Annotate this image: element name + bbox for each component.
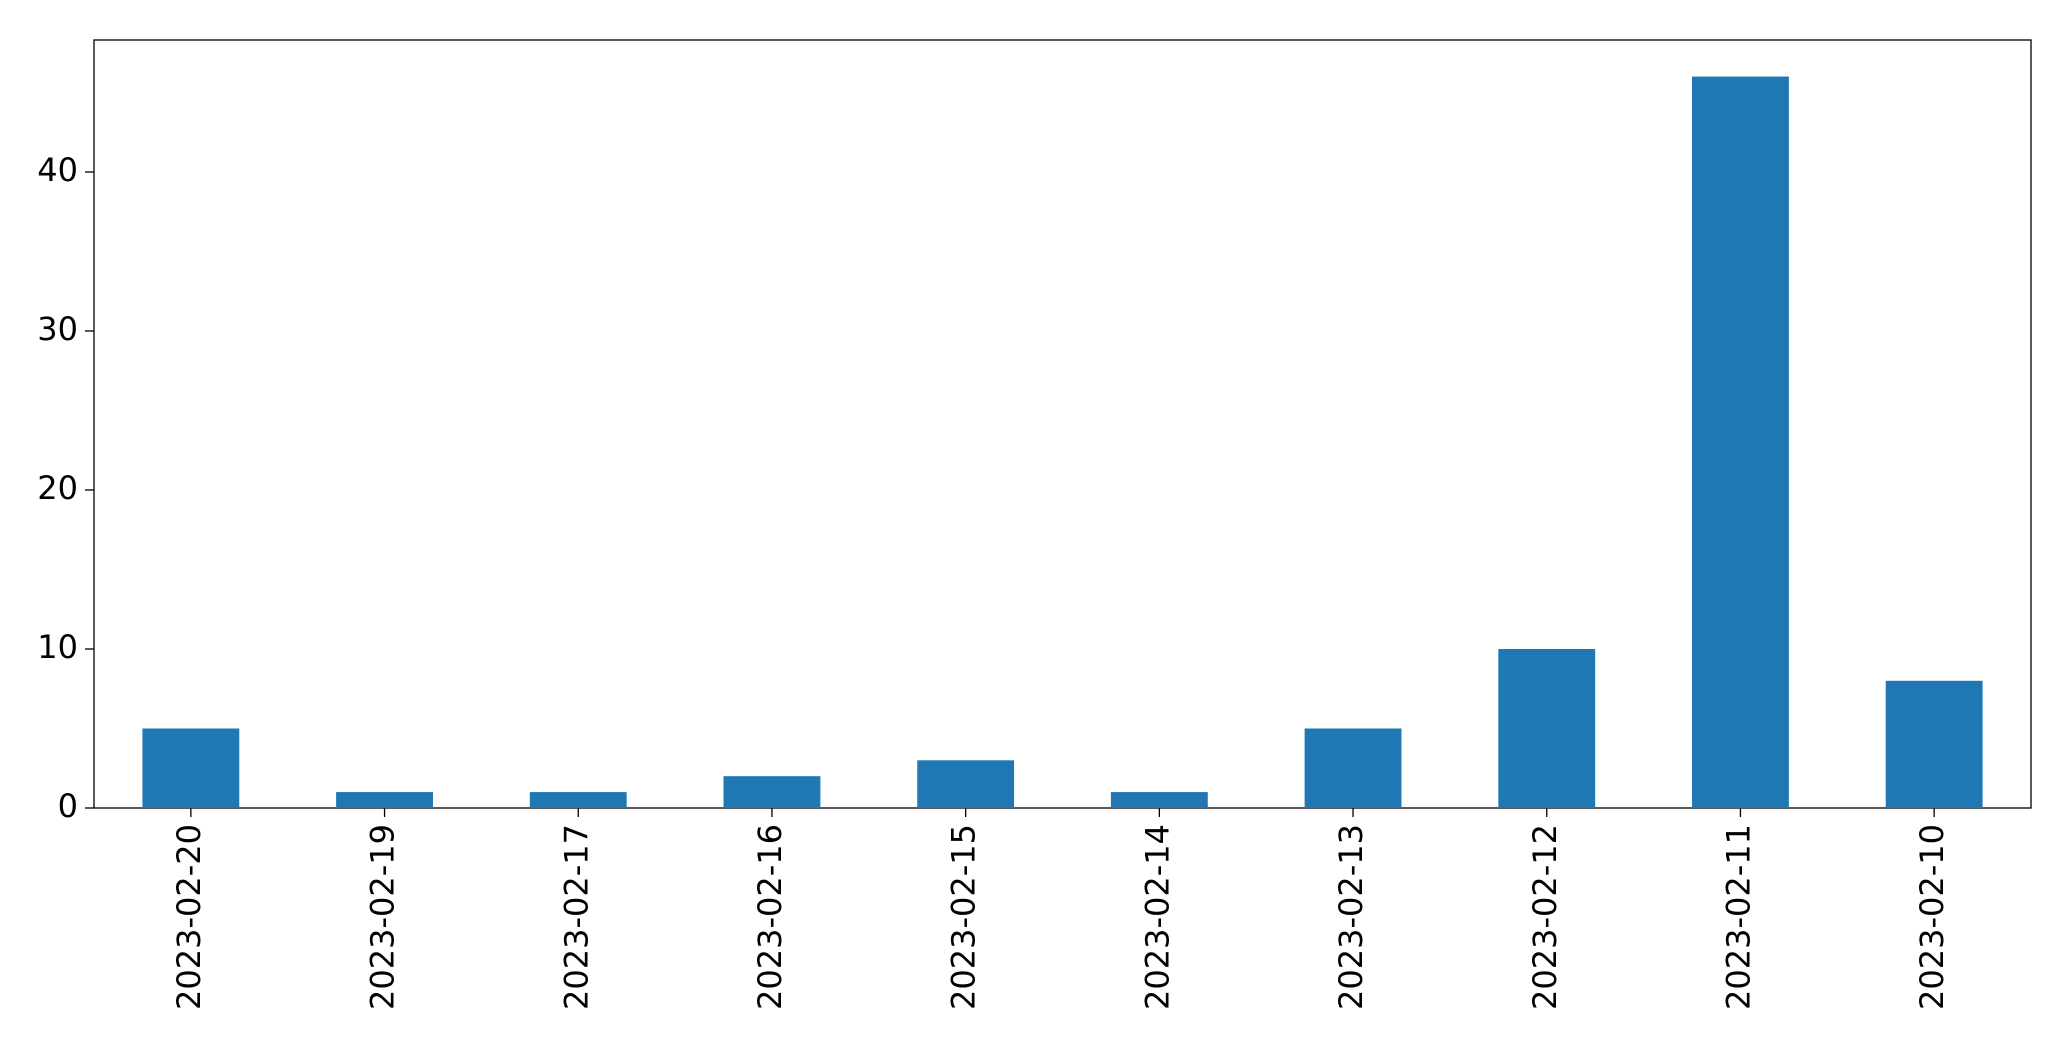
- bar: [1110, 792, 1208, 808]
- x-tick-label: 2023-02-12: [1526, 824, 1564, 1010]
- y-tick-label: 40: [37, 151, 78, 189]
- x-tick-label: 2023-02-11: [1719, 824, 1757, 1010]
- bar: [1498, 648, 1596, 808]
- x-tick-label: 2023-02-19: [364, 824, 402, 1010]
- bar: [529, 792, 627, 808]
- x-tick-label: 2023-02-14: [1138, 824, 1176, 1010]
- y-tick-label: 20: [37, 469, 78, 507]
- bar: [1304, 728, 1402, 808]
- x-tick-label: 2023-02-17: [557, 824, 595, 1010]
- bar: [1885, 680, 1983, 808]
- bar: [723, 776, 821, 808]
- bar: [142, 728, 240, 808]
- y-tick-label: 10: [37, 628, 78, 666]
- x-tick-label: 2023-02-10: [1913, 824, 1951, 1010]
- plot-frame: [93, 39, 2032, 809]
- x-tick-label: 2023-02-13: [1332, 824, 1370, 1010]
- y-tick-label: 30: [37, 310, 78, 348]
- x-tick-label: 2023-02-16: [751, 824, 789, 1010]
- y-tick-label: 0: [58, 787, 78, 825]
- bar: [336, 792, 433, 808]
- x-tick-label: 2023-02-20: [170, 824, 208, 1010]
- bar: [917, 760, 1015, 808]
- bar: [1692, 76, 1789, 809]
- x-tick-label: 2023-02-15: [945, 824, 983, 1010]
